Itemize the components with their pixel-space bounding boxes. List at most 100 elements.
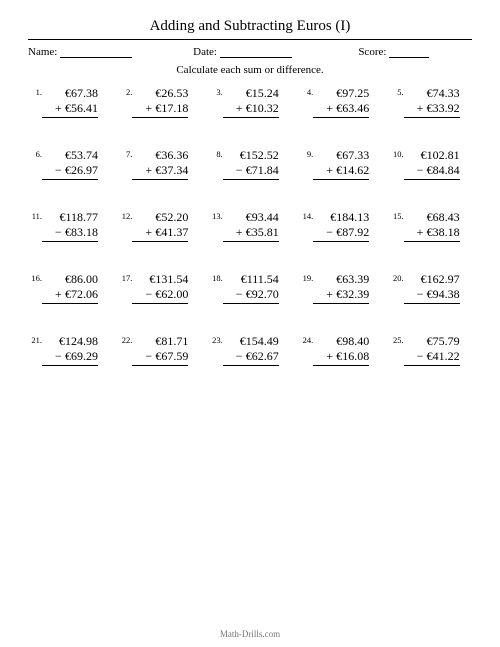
operand-bottom: +€35.81	[223, 225, 279, 240]
problem: 22.€81.71−€67.59	[118, 334, 200, 366]
answer-rule	[223, 241, 279, 242]
problem-number: 16.	[28, 272, 42, 283]
problem: 15.€68.43+€38.18	[390, 210, 472, 242]
operator: +	[326, 163, 336, 178]
answer-rule	[313, 117, 369, 118]
operator: −	[236, 349, 246, 364]
answer-rule	[404, 303, 460, 304]
operator: +	[326, 101, 336, 116]
answer-rule	[132, 303, 188, 304]
problem-stack: €15.24+€10.32	[223, 86, 281, 118]
operand-top: €102.81	[404, 148, 460, 163]
problem-number: 10.	[390, 148, 404, 159]
operand-top: €36.36	[132, 148, 188, 163]
operand-bottom: +€63.46	[313, 101, 369, 116]
operand-bottom: −€87.92	[313, 225, 369, 240]
problem-number: 13.	[209, 210, 223, 221]
problem-stack: €67.38+€56.41	[42, 86, 100, 118]
operand-bottom: +€32.39	[313, 287, 369, 302]
operator: −	[55, 349, 65, 364]
operator: +	[55, 101, 65, 116]
operand-bottom: −€84.84	[404, 163, 460, 178]
problem: 19.€63.39+€32.39	[299, 272, 381, 304]
problem: 9.€67.33+€14.62	[299, 148, 381, 180]
problem-stack: €98.40+€16.08	[313, 334, 371, 366]
answer-rule	[132, 365, 188, 366]
operand-top: €75.79	[404, 334, 460, 349]
operand-bottom: +€38.18	[404, 225, 460, 240]
operator: +	[236, 101, 246, 116]
problem-number: 7.	[118, 148, 132, 159]
name-label: Name:	[28, 46, 57, 58]
operand-top: €162.97	[404, 272, 460, 287]
problem-stack: €63.39+€32.39	[313, 272, 371, 304]
operand-top: €118.77	[42, 210, 98, 225]
operand-top: €98.40	[313, 334, 369, 349]
problem: 4.€97.25+€63.46	[299, 86, 381, 118]
operand-bottom: −€41.22	[404, 349, 460, 364]
header-row: Name: Date: Score:	[28, 46, 472, 58]
operator: +	[417, 225, 427, 240]
problem-number: 5.	[390, 86, 404, 97]
operand-top: €52.20	[132, 210, 188, 225]
operand-top: €97.25	[313, 86, 369, 101]
operand-bottom: +€41.37	[132, 225, 188, 240]
problem-number: 1.	[28, 86, 42, 97]
operand-bottom: +€72.06	[42, 287, 98, 302]
problem-number: 9.	[299, 148, 313, 159]
problem-stack: €67.33+€14.62	[313, 148, 371, 180]
answer-rule	[313, 303, 369, 304]
score-blank[interactable]	[389, 47, 429, 58]
problem-number: 17.	[118, 272, 132, 283]
problem-number: 4.	[299, 86, 313, 97]
operand-bottom: −€26.97	[42, 163, 98, 178]
answer-rule	[404, 241, 460, 242]
problem-number: 25.	[390, 334, 404, 345]
operand-top: €81.71	[132, 334, 188, 349]
problem-number: 18.	[209, 272, 223, 283]
operand-bottom: −€92.70	[223, 287, 279, 302]
problem: 7.€36.36+€37.34	[118, 148, 200, 180]
answer-rule	[404, 179, 460, 180]
answer-rule	[42, 117, 98, 118]
operand-top: €53.74	[42, 148, 98, 163]
answer-rule	[223, 365, 279, 366]
operator: −	[236, 163, 246, 178]
answer-rule	[132, 117, 188, 118]
answer-rule	[313, 241, 369, 242]
problem-number: 22.	[118, 334, 132, 345]
answer-rule	[404, 117, 460, 118]
answer-rule	[223, 117, 279, 118]
problem-grid: 1.€67.38+€56.41 2.€26.53+€17.18 3.€15.24+€…	[28, 86, 472, 366]
answer-rule	[42, 365, 98, 366]
problem-stack: €75.79−€41.22	[404, 334, 462, 366]
operator: +	[417, 101, 427, 116]
answer-rule	[313, 179, 369, 180]
operand-bottom: −€62.67	[223, 349, 279, 364]
problem-stack: €26.53+€17.18	[132, 86, 190, 118]
operand-bottom: +€56.41	[42, 101, 98, 116]
operand-top: €152.52	[223, 148, 279, 163]
problem-number: 11.	[28, 210, 42, 221]
problem-stack: €118.77−€83.18	[42, 210, 100, 242]
problem-stack: €102.81−€84.84	[404, 148, 462, 180]
problem-stack: €162.97−€94.38	[404, 272, 462, 304]
name-blank[interactable]	[60, 47, 132, 58]
problem-stack: €154.49−€62.67	[223, 334, 281, 366]
problem: 6.€53.74−€26.97	[28, 148, 110, 180]
problem-stack: €36.36+€37.34	[132, 148, 190, 180]
operand-top: €86.00	[42, 272, 98, 287]
problem: 3.€15.24+€10.32	[209, 86, 291, 118]
problem-number: 14.	[299, 210, 313, 221]
operand-top: €67.38	[42, 86, 98, 101]
date-blank[interactable]	[220, 47, 292, 58]
problem: 2.€26.53+€17.18	[118, 86, 200, 118]
problem-stack: €93.44+€35.81	[223, 210, 281, 242]
operator: −	[417, 287, 427, 302]
operand-bottom: +€16.08	[313, 349, 369, 364]
problem-stack: €74.33+€33.92	[404, 86, 462, 118]
operand-bottom: −€67.59	[132, 349, 188, 364]
problem: 5.€74.33+€33.92	[390, 86, 472, 118]
answer-rule	[223, 179, 279, 180]
operator: +	[145, 225, 155, 240]
